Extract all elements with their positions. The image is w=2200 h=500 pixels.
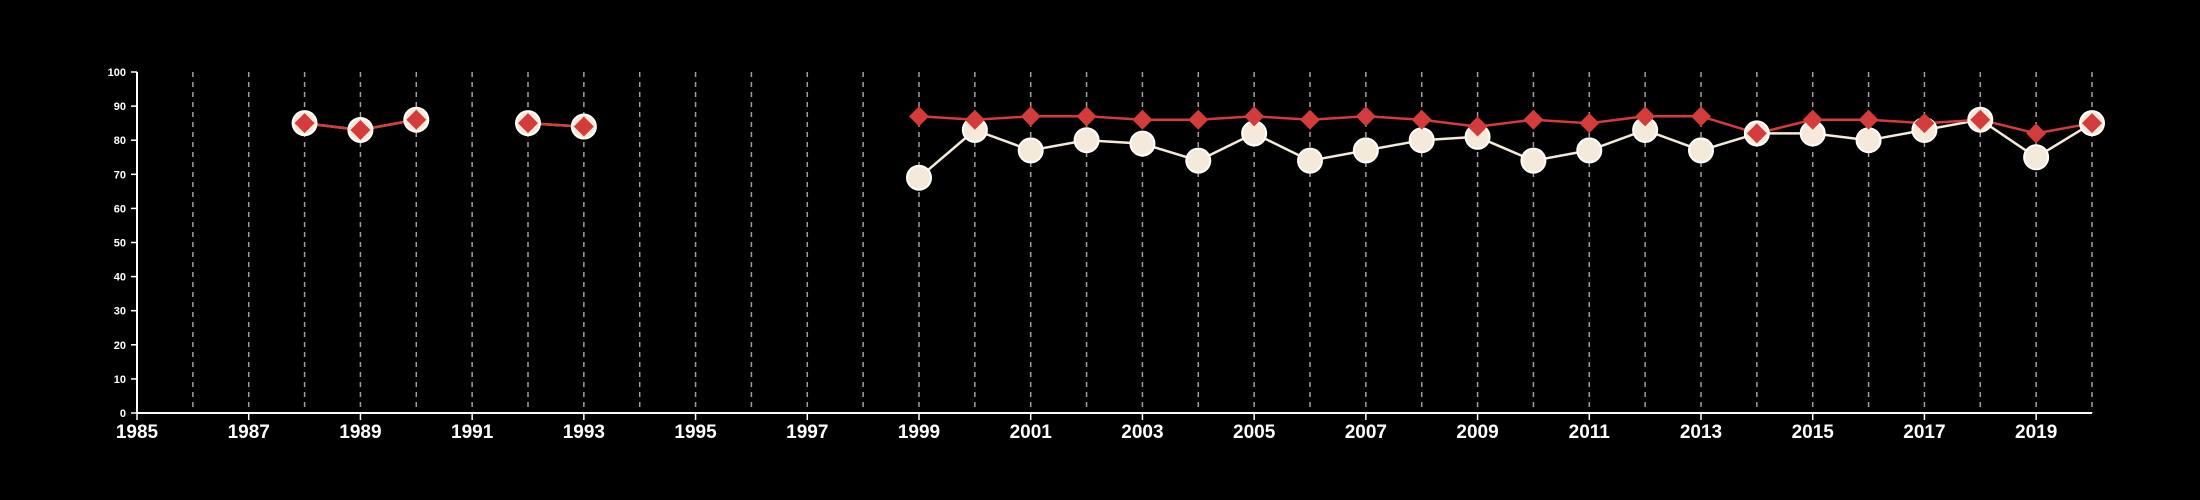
x-tick-label-2007: 2007: [1345, 422, 1387, 443]
series-2-point-2010: [1523, 109, 1544, 130]
series-markers: [291, 106, 2105, 191]
axes: [131, 71, 2092, 420]
series-2-point-2000: [964, 109, 985, 130]
series-2-point-2009: [1467, 116, 1488, 137]
series-1-point-2003: [1129, 130, 1156, 157]
y-tick-label-60: 60: [114, 203, 126, 215]
series-2-point-1992: [518, 113, 538, 134]
series-1-point-2004: [1185, 147, 1212, 174]
series-1-point-2001: [1017, 137, 1044, 164]
x-tick-label-2017: 2017: [1903, 422, 1945, 443]
series-2-point-2016: [1858, 109, 1879, 130]
series-2-point-2002: [1076, 106, 1097, 127]
x-tick-label-1989: 1989: [339, 422, 381, 443]
x-tick-label-1985: 1985: [116, 422, 159, 443]
series-2-point-2003: [1132, 109, 1153, 130]
series-2-point-2012: [1635, 106, 1656, 127]
y-tick-label-20: 20: [114, 340, 126, 352]
y-tick-label-0: 0: [120, 408, 126, 420]
series-2-point-2007: [1355, 106, 1376, 127]
y-tick-label-50: 50: [114, 238, 126, 250]
y-tick-label-90: 90: [114, 101, 126, 113]
series-1-point-1999: [906, 164, 932, 191]
x-tick-label-1987: 1987: [228, 422, 270, 443]
series-1-point-2008: [1408, 127, 1435, 154]
y-tick-label-70: 70: [114, 169, 126, 181]
series-2-point-2017: [1914, 113, 1935, 134]
series-2-point-1999: [909, 106, 929, 127]
y-tick-label-30: 30: [114, 306, 126, 318]
series-1-point-2002: [1073, 127, 1100, 154]
x-tick-label-2001: 2001: [1010, 422, 1053, 443]
x-tick-label-2011: 2011: [1569, 422, 1611, 443]
series-2-point-2006: [1300, 109, 1320, 130]
x-tick-label-2009: 2009: [1456, 422, 1498, 443]
x-tick-label-2013: 2013: [1680, 422, 1722, 443]
x-tick-label-2015: 2015: [1792, 422, 1835, 443]
grid-lines: [192, 72, 2093, 413]
y-tick-label-10: 10: [114, 374, 126, 386]
series-2-point-2011: [1579, 113, 1600, 134]
series-1-point-2013: [1688, 137, 1714, 164]
series-2-point-2020: [2082, 113, 2102, 134]
x-tick-label-2005: 2005: [1233, 422, 1276, 443]
y-tick-label-40: 40: [114, 272, 126, 284]
x-tick-label-2003: 2003: [1121, 422, 1163, 443]
series-1-point-2010: [1520, 147, 1547, 174]
series-2-point-2019: [2026, 123, 2047, 144]
y-tick-label-80: 80: [114, 135, 126, 147]
series-1-point-2007: [1352, 137, 1379, 164]
series-2-point-2014: [1746, 123, 1767, 144]
series-2-point-1990: [406, 109, 427, 130]
series-2-point-2018: [1970, 109, 1991, 130]
series-2-point-1988: [294, 113, 315, 134]
series-1-point-2006: [1297, 147, 1323, 174]
series-1-point-2016: [1855, 127, 1882, 154]
x-tick-label-1993: 1993: [563, 422, 605, 443]
series-2-point-2015: [1802, 109, 1823, 130]
x-tick-label-1999: 1999: [898, 422, 940, 443]
x-tick-label-1991: 1991: [451, 422, 494, 443]
series-2-point-1989: [350, 119, 371, 140]
series-1-point-2011: [1576, 137, 1603, 164]
tick-labels: 0 10 20 30 40 50 60 70 80 90 100 1985 1987 1989 1991 19…: [108, 67, 2058, 443]
series-2-point-1993: [573, 116, 594, 137]
x-tick-label-1997: 1997: [786, 422, 828, 443]
x-tick-label-2019: 2019: [2015, 422, 2057, 443]
series-1-point-2019: [2023, 144, 2050, 171]
series-2-line-segment-3: [918, 115, 2093, 135]
series-2-point-2005: [1244, 106, 1265, 127]
series-2-point-2004: [1188, 109, 1209, 130]
series-1-line-segment-3: [918, 118, 2093, 179]
x-tick-label-1995: 1995: [674, 422, 717, 443]
series-2-point-2001: [1020, 106, 1041, 127]
series-2-point-2013: [1691, 106, 1711, 127]
series-2-point-2008: [1411, 109, 1432, 130]
y-tick-label-100: 100: [108, 67, 126, 79]
